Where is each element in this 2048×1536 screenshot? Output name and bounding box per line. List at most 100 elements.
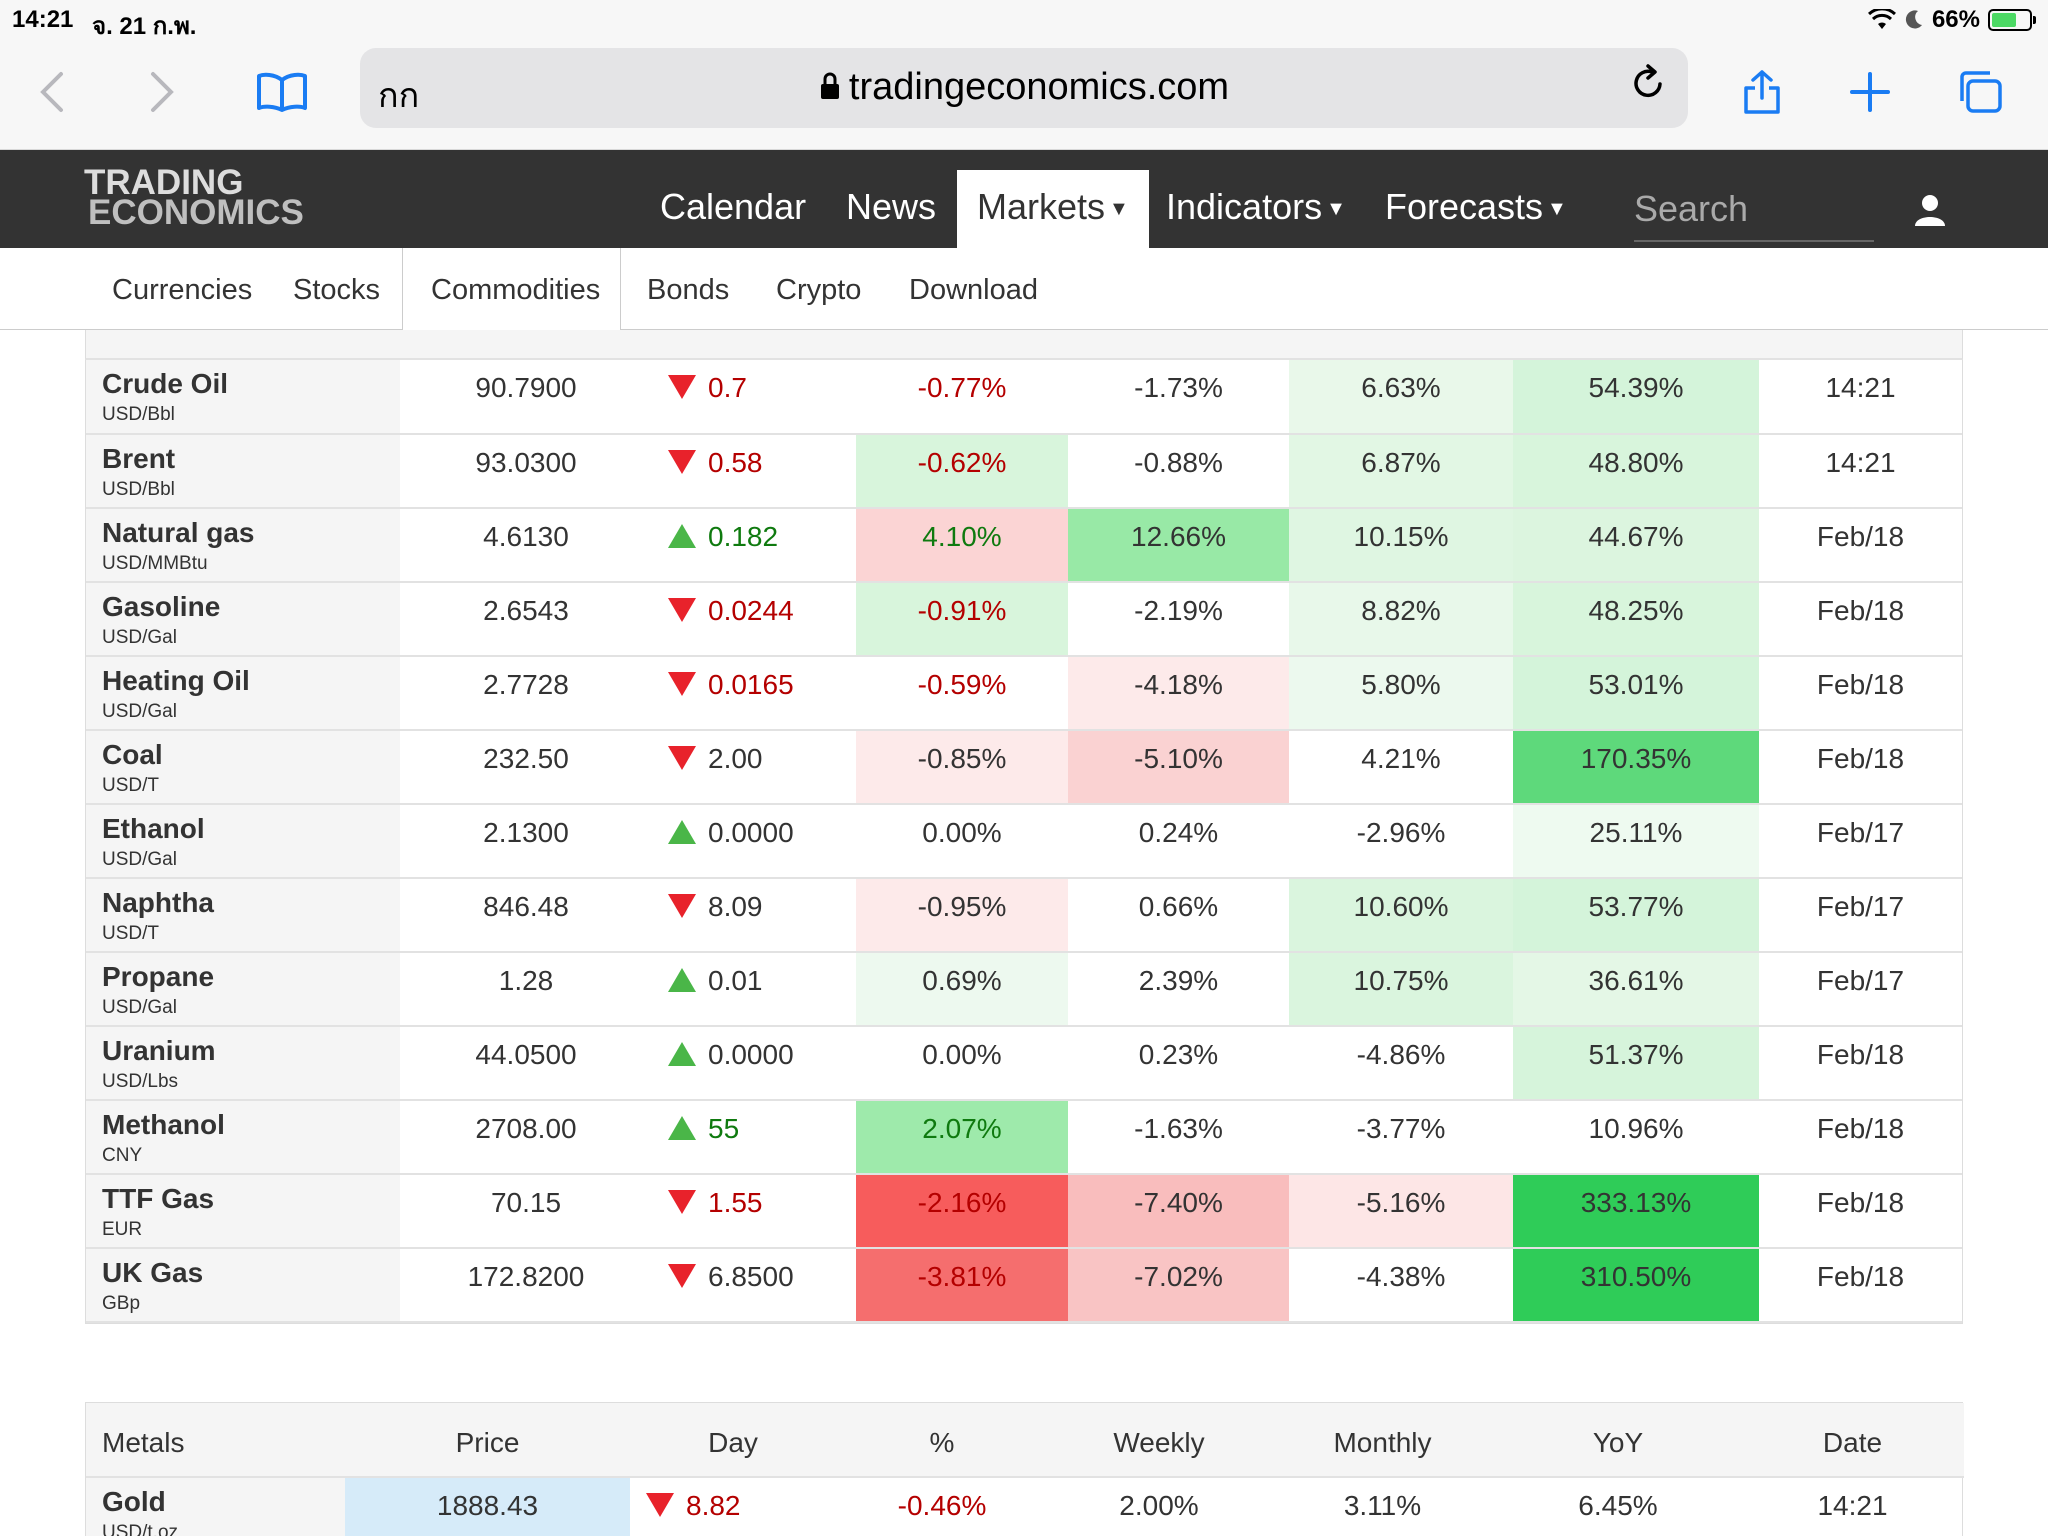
- table-row[interactable]: Uranium USD/Lbs 44.0500 0.0000 0.00% 0.23% -4.…: [86, 1026, 1962, 1101]
- commodity-name-cell[interactable]: UK Gas GBp: [86, 1248, 400, 1323]
- metals-header-1[interactable]: Price: [345, 1403, 630, 1478]
- forward-icon[interactable]: [132, 62, 192, 122]
- day-change-value: 55: [708, 1113, 740, 1144]
- table-row[interactable]: TTF Gas EUR 70.15 1.55 -2.16% -7.40% -5.16% 333…: [86, 1174, 1962, 1249]
- triangle-down-icon: [668, 894, 696, 918]
- commodity-name[interactable]: Propane: [102, 961, 215, 992]
- bookmarks-icon[interactable]: [252, 62, 312, 122]
- subnav-commodities[interactable]: Commodities: [402, 248, 622, 331]
- table-row[interactable]: Heating Oil USD/Gal 2.7728 0.0165 -0.59% -4.1…: [86, 656, 1962, 731]
- commodity-name[interactable]: Naphtha: [102, 887, 214, 918]
- metals-header-4[interactable]: Weekly: [1048, 1403, 1270, 1478]
- nav-news[interactable]: News: [846, 170, 936, 248]
- commodity-name-cell[interactable]: Ethanol USD/Gal: [86, 804, 400, 879]
- metals-header-7[interactable]: Date: [1741, 1403, 1964, 1478]
- metals-header-6[interactable]: YoY: [1495, 1403, 1741, 1478]
- commodity-unit: USD/Gal: [102, 701, 177, 722]
- commodity-name[interactable]: Crude Oil: [102, 368, 229, 399]
- date-cell: Feb/17: [1759, 804, 1962, 879]
- reader-settings-button[interactable]: กก: [378, 77, 420, 115]
- commodity-name[interactable]: Uranium: [102, 1035, 216, 1066]
- day-change-cell: 8.82: [630, 1477, 836, 1536]
- commodity-unit: USD/Bbl: [102, 404, 175, 425]
- triangle-up-icon: [668, 1116, 696, 1140]
- commodity-name[interactable]: Methanol: [102, 1109, 225, 1140]
- nav-indicators[interactable]: Indicators ▼: [1166, 170, 1346, 248]
- commodity-name-cell[interactable]: Brent USD/Bbl: [86, 434, 400, 509]
- subnav-stocks[interactable]: Stocks: [293, 274, 381, 306]
- address-bar[interactable]: กก tradingeconomics.com: [360, 48, 1688, 128]
- triangle-down-icon: [668, 375, 696, 399]
- commodity-name[interactable]: Heating Oil: [102, 665, 250, 696]
- commodity-name[interactable]: UK Gas: [102, 1257, 204, 1288]
- commodity-name-cell[interactable]: Crude Oil USD/Bbl: [86, 360, 400, 435]
- subnav-crypto[interactable]: Crypto: [776, 274, 862, 306]
- commodity-name-cell[interactable]: Uranium USD/Lbs: [86, 1026, 400, 1101]
- metals-header-3[interactable]: %: [836, 1403, 1048, 1478]
- table-row[interactable]: Brent USD/Bbl 93.0300 0.58 -0.62% -0.88% 6.87%…: [86, 434, 1962, 509]
- commodity-name-cell[interactable]: Propane USD/Gal: [86, 952, 400, 1027]
- commodity-name-cell[interactable]: Methanol CNY: [86, 1100, 400, 1175]
- commodity-name[interactable]: TTF Gas: [102, 1183, 215, 1214]
- tabs-overview-icon[interactable]: [1950, 62, 2010, 122]
- table-row[interactable]: Methanol CNY 2708.00 55 2.07% -1.63% -3.77% 10.…: [86, 1100, 1962, 1175]
- weekly-change-cell: -7.02%: [1068, 1248, 1289, 1323]
- site-search-input[interactable]: Search: [1634, 188, 1874, 242]
- commodity-name[interactable]: Natural gas: [102, 517, 255, 548]
- user-icon[interactable]: [1912, 192, 1952, 232]
- table-row[interactable]: UK Gas GBp 172.8200 6.8500 -3.81% -7.02% -4.38…: [86, 1248, 1962, 1323]
- subnav-bonds[interactable]: Bonds: [647, 274, 730, 306]
- subnav-currencies[interactable]: Currencies: [112, 274, 253, 306]
- share-icon[interactable]: [1732, 62, 1792, 122]
- nav-calendar[interactable]: Calendar: [660, 170, 806, 248]
- subnav-download[interactable]: Download: [909, 274, 1038, 306]
- table-row[interactable]: Natural gas USD/MMBtu 4.6130 0.182 4.10% 12.6…: [86, 508, 1962, 583]
- date-cell: Feb/18: [1759, 730, 1962, 805]
- commodity-name-cell[interactable]: Natural gas USD/MMBtu: [86, 508, 400, 583]
- site-logo[interactable]: TRADING ECONOMICS: [84, 165, 304, 230]
- table-row[interactable]: Gasoline USD/Gal 2.6543 0.0244 -0.91% -2.19% 8…: [86, 582, 1962, 657]
- table-row[interactable]: Propane USD/Gal 1.28 0.01 0.69% 2.39% 10.75% 36…: [86, 952, 1962, 1027]
- yoy-change-cell: 310.50%: [1513, 1248, 1759, 1323]
- price-cell: 70.15: [400, 1174, 652, 1249]
- day-change-value: 0.0000: [708, 1039, 794, 1070]
- weekly-change-cell: -7.40%: [1068, 1174, 1289, 1249]
- commodity-unit: USD/Lbs: [102, 1071, 179, 1092]
- metals-header-5[interactable]: Monthly: [1270, 1403, 1495, 1478]
- commodity-name[interactable]: Gasoline: [102, 591, 221, 622]
- commodity-name-cell[interactable]: TTF Gas EUR: [86, 1174, 400, 1249]
- table-row[interactable]: Coal USD/T 232.50 2.00 -0.85% -5.10% 4.21% 170.…: [86, 730, 1962, 805]
- pct-change-cell: -0.95%: [856, 878, 1068, 953]
- table-row[interactable]: Crude Oil USD/Bbl 90.7900 0.7 -0.77% -1.73% 6.…: [86, 360, 1962, 435]
- day-change-cell: 0.01: [652, 952, 856, 1027]
- commodity-name-cell[interactable]: Heating Oil USD/Gal: [86, 656, 400, 731]
- energy-table-header-cut: [85, 330, 1963, 360]
- commodity-name-cell[interactable]: Naphtha USD/T: [86, 878, 400, 953]
- table-row[interactable]: Ethanol USD/Gal 2.1300 0.0000 0.00% 0.24% -2.9…: [86, 804, 1962, 879]
- commodity-name[interactable]: Ethanol: [102, 813, 205, 844]
- monthly-change-cell: 6.87%: [1289, 434, 1513, 509]
- commodity-name-cell[interactable]: Gold USD/t.oz: [86, 1477, 345, 1536]
- day-change-value: 1.55: [708, 1187, 763, 1218]
- metals-header-2[interactable]: Day: [630, 1403, 836, 1478]
- nav-markets[interactable]: Markets ▼: [957, 170, 1149, 248]
- new-tab-icon[interactable]: [1840, 62, 1900, 122]
- commodity-name-cell[interactable]: Coal USD/T: [86, 730, 400, 805]
- weekly-change-cell: -0.88%: [1068, 434, 1289, 509]
- reload-icon[interactable]: [1632, 64, 1666, 110]
- commodity-unit: USD/Gal: [102, 627, 177, 648]
- table-row[interactable]: Naphtha USD/T 846.48 8.09 -0.95% 0.66% 10.60% 5…: [86, 878, 1962, 953]
- commodity-name[interactable]: Brent: [102, 443, 176, 474]
- commodity-name-cell[interactable]: Gasoline USD/Gal: [86, 582, 400, 657]
- commodity-name[interactable]: Gold: [102, 1486, 166, 1517]
- nav-news-label: News: [846, 186, 937, 227]
- status-date: จ. 21 ก.พ.: [92, 13, 197, 40]
- nav-forecasts[interactable]: Forecasts ▼: [1385, 170, 1567, 248]
- back-icon[interactable]: [22, 62, 82, 122]
- commodity-name[interactable]: Coal: [102, 739, 163, 770]
- date-cell: Feb/18: [1759, 656, 1962, 731]
- table-row[interactable]: Gold USD/t.oz 1888.43 8.82 -0.46% 2.00% 3.11% 6…: [86, 1477, 1964, 1536]
- triangle-down-icon: [668, 1264, 696, 1288]
- monthly-change-cell: 3.11%: [1270, 1477, 1495, 1536]
- status-right: 66%: [1867, 6, 2036, 34]
